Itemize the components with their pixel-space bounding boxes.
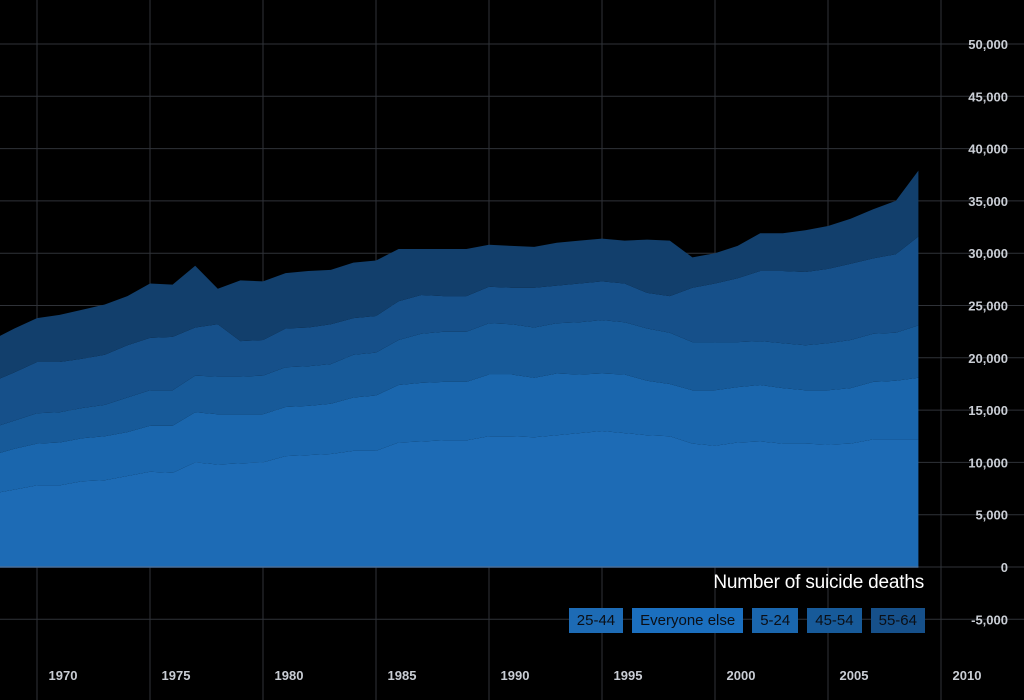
label-layer: -5,000 0 5,000 10,000 15,000 20,000 25,000 30,0… [49, 37, 1008, 683]
y-tick-label-2: 5,000 [975, 508, 1008, 523]
x-tick-label-4: 1990 [501, 668, 530, 683]
legend-item-3[interactable]: 45-54 [807, 608, 862, 633]
x-tick-label-1: 1975 [162, 668, 191, 683]
y-tick-label-11: 50,000 [968, 37, 1008, 52]
x-tick-label-8: 2010 [953, 668, 982, 683]
legend-item-4[interactable]: 55-64 [870, 608, 925, 633]
area-layer [0, 170, 919, 567]
y-tick-label-4: 15,000 [968, 403, 1008, 418]
chart-title: Number of suicide deaths [713, 572, 924, 593]
area-series-4[interactable] [0, 236, 919, 428]
y-tick-label-5: 20,000 [968, 351, 1008, 366]
y-tick-label-10: 45,000 [968, 89, 1008, 104]
x-tick-label-2: 1980 [275, 668, 304, 683]
area-series-5[interactable] [0, 170, 919, 382]
x-tick-label-5: 1995 [614, 668, 643, 683]
x-tick-label-6: 2000 [727, 668, 756, 683]
legend-item-2[interactable]: 5-24 [752, 608, 799, 633]
legend: 25-44 Everyone else 5-24 45-54 55-64 [568, 608, 925, 633]
y-tick-label-3: 10,000 [968, 455, 1008, 470]
y-tick-label-6: 25,000 [968, 299, 1008, 314]
y-tick-label-9: 40,000 [968, 142, 1008, 157]
x-tick-label-0: 1970 [49, 668, 78, 683]
x-tick-label-7: 2005 [840, 668, 869, 683]
area-series-2[interactable] [0, 373, 919, 494]
y-tick-label-0: -5,000 [971, 612, 1008, 627]
legend-item-1[interactable]: Everyone else [632, 608, 744, 633]
area-series-3[interactable] [0, 320, 919, 455]
y-tick-label-8: 35,000 [968, 194, 1008, 209]
legend-item-0[interactable]: 25-44 [568, 608, 624, 633]
y-tick-label-7: 30,000 [968, 246, 1008, 261]
x-tick-label-3: 1985 [388, 668, 417, 683]
y-tick-label-1: 0 [1001, 560, 1008, 575]
area-series-0[interactable] [0, 431, 919, 567]
